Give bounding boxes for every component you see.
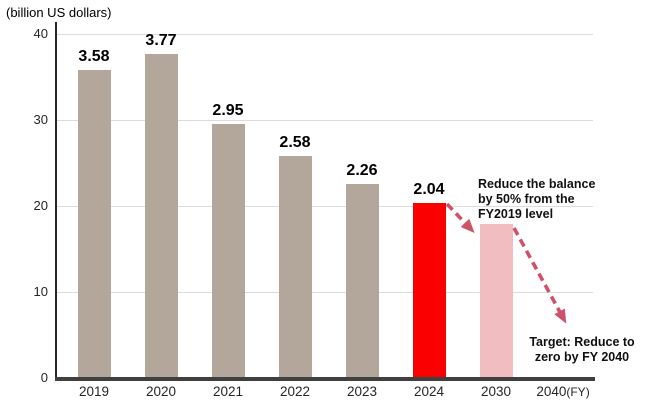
x-tick-label-2023: 2023 bbox=[346, 384, 378, 399]
x-axis-line bbox=[55, 377, 595, 381]
bar-2022 bbox=[278, 156, 312, 377]
gridline-10 bbox=[57, 292, 593, 293]
bar-2021 bbox=[211, 124, 245, 377]
bar-2024 bbox=[412, 203, 446, 377]
x-tick-label-2040: 2040(FY) bbox=[536, 384, 590, 399]
gridline-30 bbox=[57, 120, 593, 121]
x-tick-label-2024: 2024 bbox=[413, 384, 445, 399]
x-tick-label-2022: 2022 bbox=[279, 384, 311, 399]
bar-2019 bbox=[77, 70, 111, 377]
annotation-target-zero: Target: Reduce to zero by FY 2040 bbox=[529, 335, 635, 364]
x-tick-label-2020: 2020 bbox=[145, 384, 177, 399]
bar-value-label-2023: 2.26 bbox=[346, 162, 378, 179]
axis-unit-label: (billion US dollars) bbox=[6, 5, 112, 20]
y-tick-label-20: 20 bbox=[33, 198, 48, 213]
gridline-40 bbox=[57, 34, 593, 35]
y-axis-line bbox=[55, 22, 57, 381]
bar-2023 bbox=[345, 184, 379, 377]
arrow-2030-to-2040 bbox=[512, 227, 567, 324]
y-tick-label-0: 0 bbox=[40, 370, 48, 385]
bar-value-label-2019: 3.58 bbox=[78, 48, 110, 65]
annotation-reduce-50-percent: Reduce the balance by 50% from the FY201… bbox=[478, 177, 596, 221]
x-tick-label-2019: 2019 bbox=[78, 384, 110, 399]
y-tick-label-40: 40 bbox=[33, 26, 48, 41]
arrow-2024-to-2030 bbox=[445, 202, 475, 233]
fiscal-year-suffix: (FY) bbox=[566, 385, 590, 399]
y-tick-label-30: 30 bbox=[33, 112, 48, 127]
bar-value-label-2024: 2.04 bbox=[413, 181, 445, 198]
x-tick-label-2021: 2021 bbox=[212, 384, 244, 399]
bar-value-label-2021: 2.95 bbox=[212, 102, 244, 119]
bar-2020 bbox=[144, 54, 178, 377]
y-tick-label-10: 10 bbox=[33, 284, 48, 299]
bar-value-label-2022: 2.58 bbox=[279, 134, 311, 151]
x-tick-label-2030: 2030 bbox=[480, 384, 512, 399]
bar-2030 bbox=[479, 224, 513, 377]
bar-value-label-2020: 3.77 bbox=[145, 32, 177, 49]
gridline-20 bbox=[57, 206, 593, 207]
